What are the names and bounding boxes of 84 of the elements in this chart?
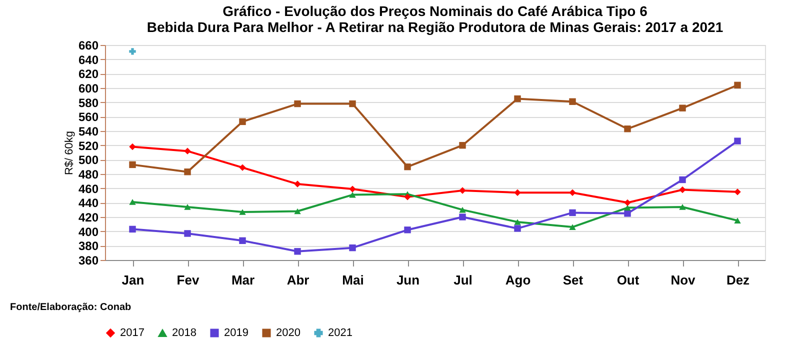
point <box>459 187 466 194</box>
point <box>514 219 521 225</box>
y-tick-label: 360 <box>78 254 99 268</box>
point <box>349 192 356 198</box>
x-tick-label: Ago <box>505 272 531 288</box>
point <box>184 204 191 210</box>
point <box>294 100 301 108</box>
legend-label: 2019 <box>224 326 248 339</box>
point <box>129 199 136 205</box>
point <box>294 180 301 188</box>
y-tick-label: 600 <box>78 82 99 96</box>
point <box>459 206 466 213</box>
y-tick-label: 480 <box>78 168 99 182</box>
point <box>184 230 191 237</box>
point <box>129 48 136 55</box>
point <box>514 95 521 102</box>
point <box>679 204 686 210</box>
y-tick-label: 400 <box>78 224 99 239</box>
y-tick-label: 460 <box>78 182 99 196</box>
point <box>349 244 356 252</box>
y-tick-label: 520 <box>78 138 99 153</box>
point <box>294 208 301 214</box>
point <box>129 161 136 168</box>
y-tick-label: 640 <box>78 52 99 67</box>
point <box>404 226 411 234</box>
legend-label: 2020 <box>276 326 300 339</box>
x-tick-label: Jun <box>396 272 420 288</box>
x-tick-label: Jan <box>122 272 144 288</box>
x-tick-label: Out <box>616 272 640 288</box>
point <box>734 138 741 144</box>
point <box>514 225 521 232</box>
x-tick-label: Mar <box>231 272 255 288</box>
y-tick-label: 620 <box>78 67 99 82</box>
point <box>569 224 576 230</box>
point <box>679 104 686 112</box>
point <box>239 237 246 244</box>
point <box>679 186 686 194</box>
point <box>624 210 631 217</box>
y-tick-label: 580 <box>78 96 99 110</box>
point <box>184 148 191 154</box>
x-tick-label: Dez <box>726 272 750 288</box>
legend-label: 2018 <box>172 327 196 340</box>
x-tick-label: Jul <box>454 272 472 288</box>
point <box>624 199 631 206</box>
y-tick-label: 420 <box>78 210 99 224</box>
x-tick-label: Set <box>562 272 584 288</box>
chart-title: Gráfico - Evolução dos Preços Nominais do Café Arábica Tipo 6 Bebida Dura Para Melhor - A Retirar na Região Produtora de Minas Gerais: 2017 a 2021 <box>146 3 724 35</box>
point <box>404 194 411 200</box>
point <box>184 168 191 176</box>
x-tick-label: Mai <box>342 272 364 288</box>
point <box>239 118 246 126</box>
y-tick-label: 500 <box>78 153 99 168</box>
legend-label: 2017 <box>120 326 144 339</box>
x-tick-label: Fev <box>176 272 200 288</box>
point <box>239 209 246 215</box>
x-tick-label: Abr <box>286 272 310 288</box>
source-note: Fonte/Elaboração: Conab <box>10 302 132 313</box>
legend-label: 2021 <box>328 326 352 339</box>
point <box>239 164 246 171</box>
y-tick-label: 540 <box>78 124 99 138</box>
point <box>679 176 686 184</box>
y-tick-label: 660 <box>78 38 99 52</box>
point <box>569 209 576 216</box>
point <box>129 226 136 233</box>
point <box>624 125 631 132</box>
point <box>624 204 631 211</box>
point <box>349 186 356 192</box>
point <box>459 214 466 220</box>
y-tick-label: 560 <box>78 110 99 124</box>
point <box>349 100 356 108</box>
point <box>404 163 411 170</box>
point <box>734 82 741 88</box>
y-axis-title: R$/ 60kg <box>63 130 76 176</box>
point <box>569 189 576 196</box>
point <box>734 188 741 196</box>
point <box>514 189 521 196</box>
point <box>734 218 741 224</box>
point <box>569 98 576 105</box>
point <box>129 143 136 150</box>
point <box>459 142 466 149</box>
x-tick-label: Nov <box>670 272 696 288</box>
y-tick-label: 380 <box>78 239 99 254</box>
point <box>294 248 301 255</box>
y-tick-label: 440 <box>78 196 99 210</box>
